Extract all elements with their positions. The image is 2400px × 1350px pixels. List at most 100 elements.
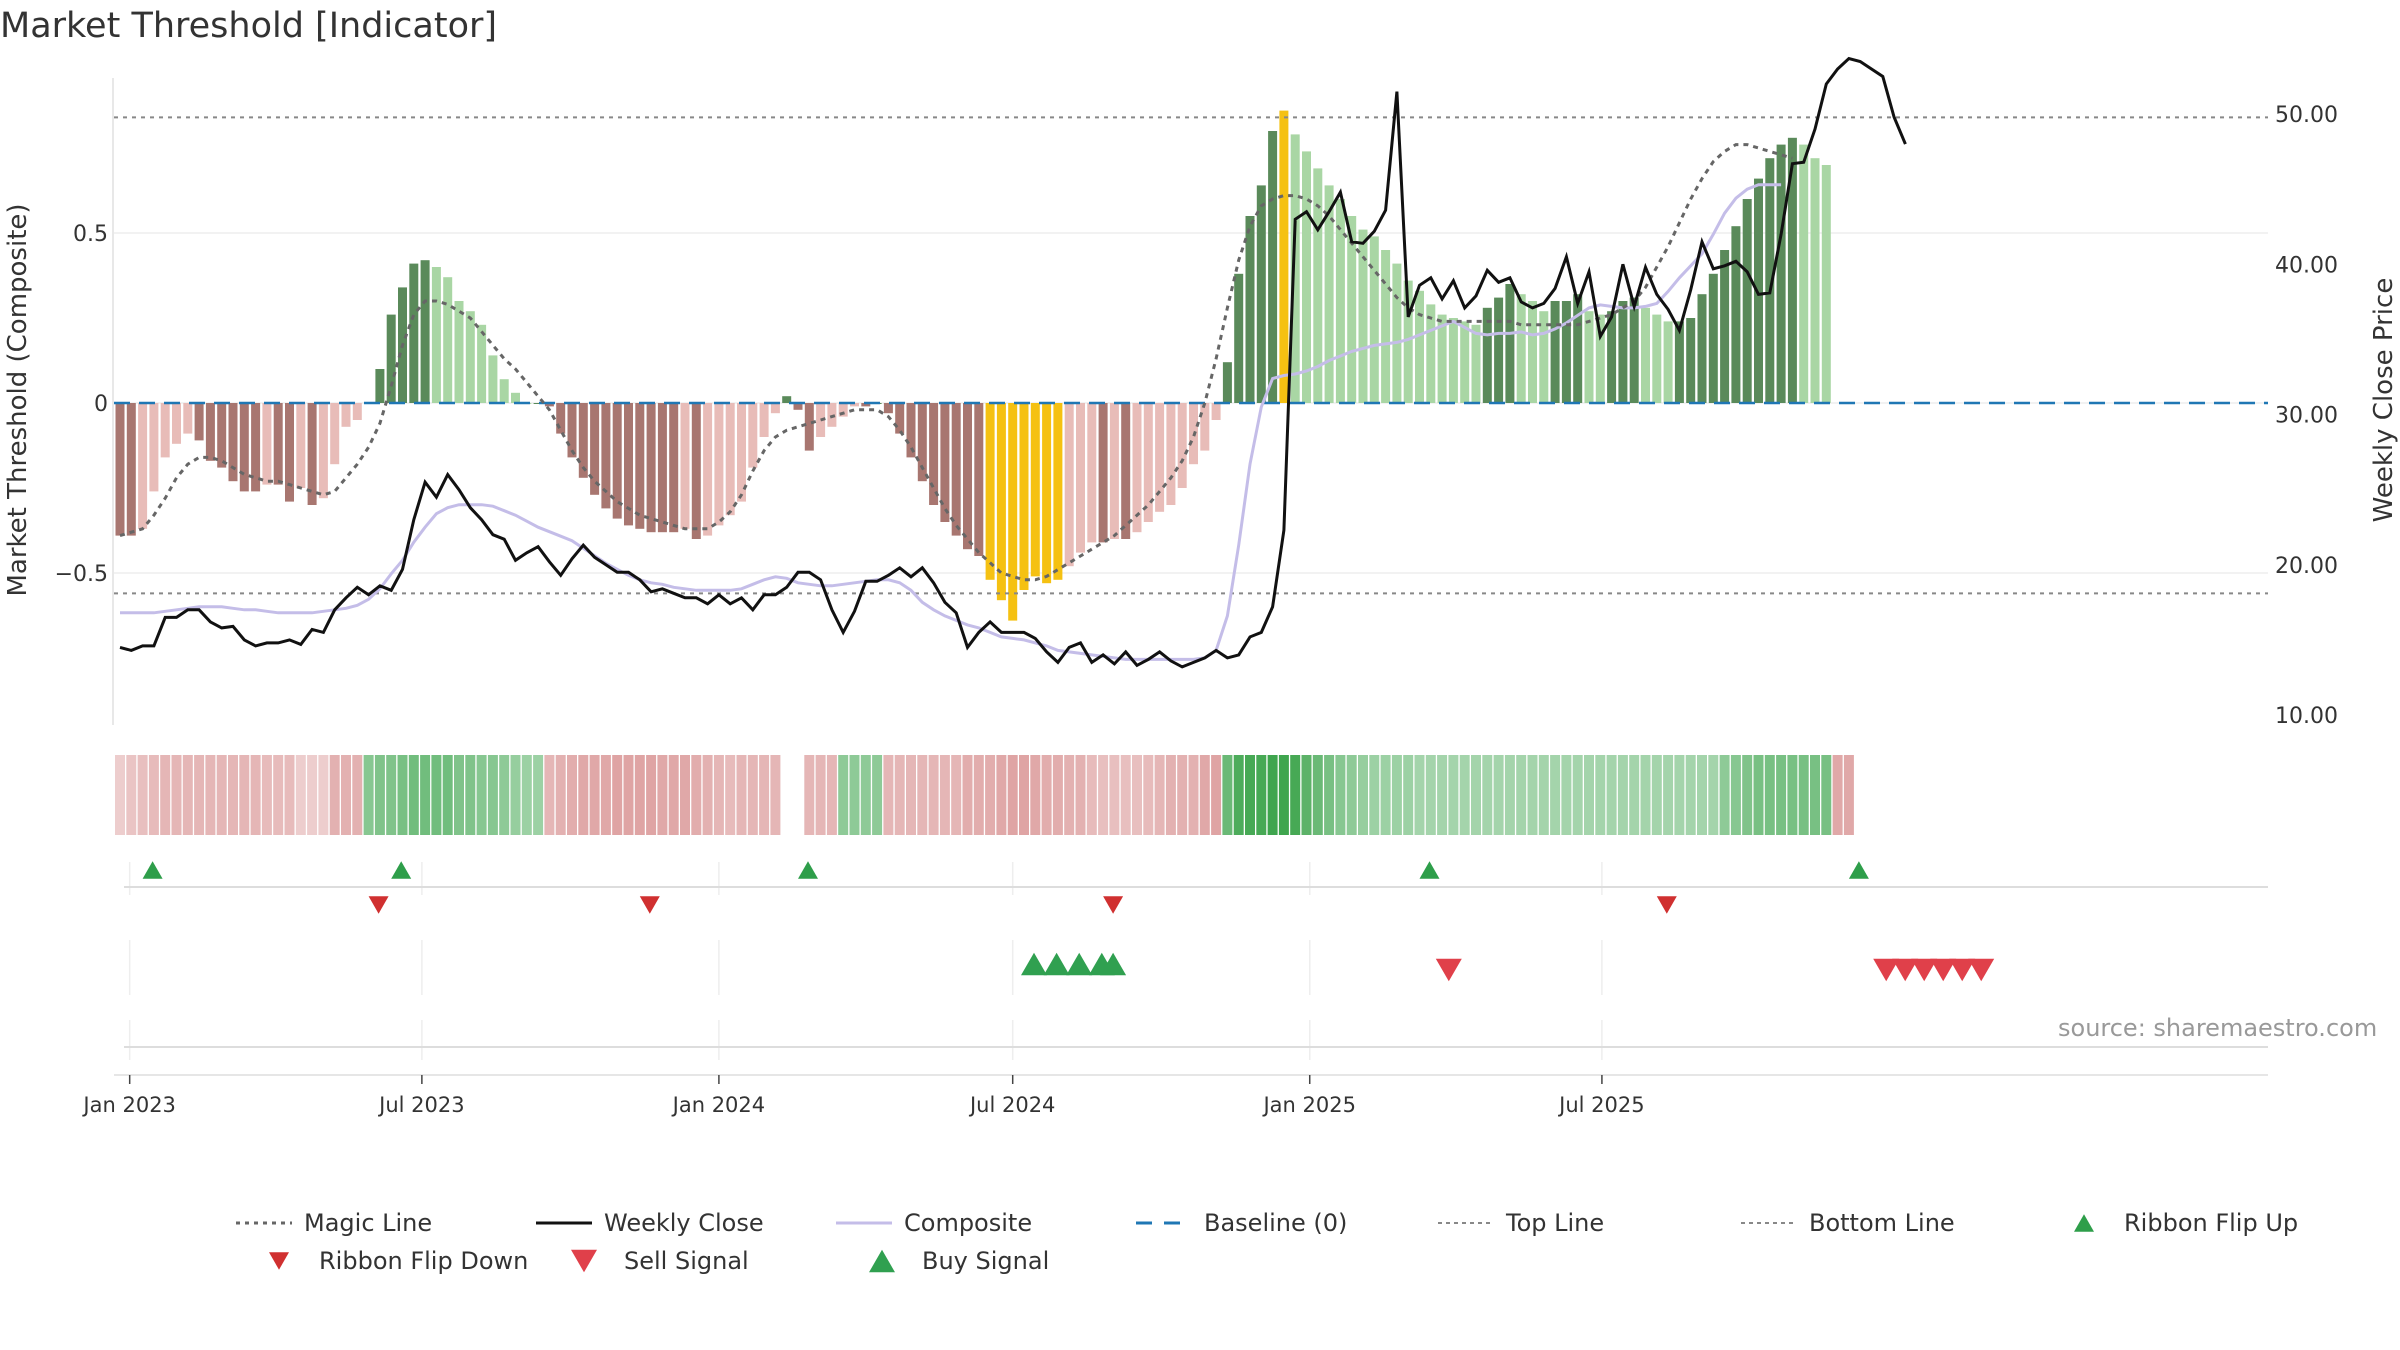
ribbon-cell [1290,755,1301,835]
ribbon-cell [962,755,973,835]
composite-bar [544,403,554,407]
ribbon-cell [1030,755,1041,835]
weekly-close-line [119,56,1907,669]
x-tick-label: Jul 2024 [968,1093,1055,1117]
y-left-tick-label: 0.5 [73,222,108,247]
ribbon-cell [883,755,894,835]
ribbon-cell [917,755,928,835]
ribbon-cell [341,755,351,835]
composite-bar [1776,144,1786,403]
composite-bar [646,403,656,533]
composite-bar [1155,403,1165,512]
composite-bar [1098,403,1108,543]
composite-bar [307,403,317,505]
composite-bar [420,260,430,403]
ribbon-cell [849,755,860,835]
ribbon-cell [1776,755,1787,835]
sell-signal-marker [1949,958,1976,982]
composite-bar [1618,301,1628,403]
ribbon-cell [205,755,216,835]
composite-bar [1053,403,1063,580]
ribbon-cell [1730,755,1741,835]
legend-symbol [571,1249,597,1273]
composite-bar [172,403,181,444]
ribbon-cell [1098,755,1109,835]
ribbon-cell [137,755,148,835]
ribbon-cell [397,755,408,835]
composite-bar [511,392,520,403]
legend-item-ribbon-flip-down: Ribbon Flip Down [245,1244,528,1278]
ribbon-cell [1697,755,1707,835]
composite-bar [556,403,566,434]
composite-bar [725,403,735,516]
ribbon-cell [1561,755,1572,835]
legend-item-weekly-close: Weekly Close [530,1206,764,1240]
composite-bar [1302,151,1311,403]
composite-bar [1720,250,1730,403]
ribbon-cell [623,755,634,835]
ribbon-cell [747,755,758,835]
ribbon-cell [1086,755,1097,835]
ribbon-cell [126,755,137,835]
ribbon-cell [499,755,510,835]
buy-signal-marker [1100,952,1127,976]
composite-bar [1222,362,1232,403]
ribbon-flip-up-marker [1848,861,1869,879]
composite-bar [1482,307,1492,403]
ribbon-cell [182,755,193,835]
composite-bar [115,403,125,536]
composite-bar [228,403,238,482]
composite-bar [612,403,622,519]
ribbon-cell [1211,755,1222,835]
composite-bar [703,403,713,536]
composite-bar [488,355,498,403]
composite-bar [1528,301,1537,403]
ribbon-cell [1651,755,1662,835]
composite-bar [1335,199,1345,403]
legend-label: Composite [904,1209,1033,1237]
ribbon-cell [465,755,476,835]
ribbon-cell [408,755,419,835]
ribbon-cell [160,755,171,835]
composite-bar [1731,226,1741,403]
composite-bar [1279,110,1289,403]
ribbon-cell [1301,755,1312,835]
ribbon-cell [431,755,442,835]
ribbon-cell [1245,755,1255,835]
composite-bar [352,403,362,420]
x-tick-label: Jul 2025 [1557,1093,1644,1117]
composite-bar [1313,168,1323,403]
legend-item-baseline-0: Baseline (0) [1130,1206,1347,1240]
y-right-tick-label: 40.00 [2275,253,2338,278]
sell-signal-marker [1435,958,1462,982]
composite-bar [1471,324,1481,403]
composite-bar [217,403,227,468]
composite-bar [985,403,995,580]
composite-bar [318,403,328,499]
ribbon-cell [1843,755,1854,835]
ribbon-cell [713,755,724,835]
ribbon-cell [1154,755,1165,835]
y-right-axis-label: Weekly Close Price [2369,278,2399,523]
composite-bar [409,263,419,403]
composite-bar [296,403,306,488]
composite-bar [714,403,724,526]
composite-bar [1674,321,1684,403]
legend-label: Top Line [1506,1209,1605,1237]
ribbon-cell [1753,755,1764,835]
ribbon-cell [1324,755,1335,835]
legend-label: Sell Signal [624,1247,749,1275]
ribbon-cell [1346,755,1357,835]
composite-bar [1787,137,1797,404]
composite-bar [149,403,159,492]
ribbon-cell [1572,755,1583,835]
composite-bar [1505,284,1515,403]
composite-bar [1652,314,1662,403]
ribbon-flip-down-marker [1103,896,1124,914]
ribbon-cell [668,755,679,835]
composite-bar [1799,144,1809,403]
legend-label: Buy Signal [922,1247,1050,1275]
ribbon-cell [1459,755,1470,835]
ribbon-cell [1437,755,1448,835]
x-tick-label: Jan 2025 [1261,1093,1356,1117]
